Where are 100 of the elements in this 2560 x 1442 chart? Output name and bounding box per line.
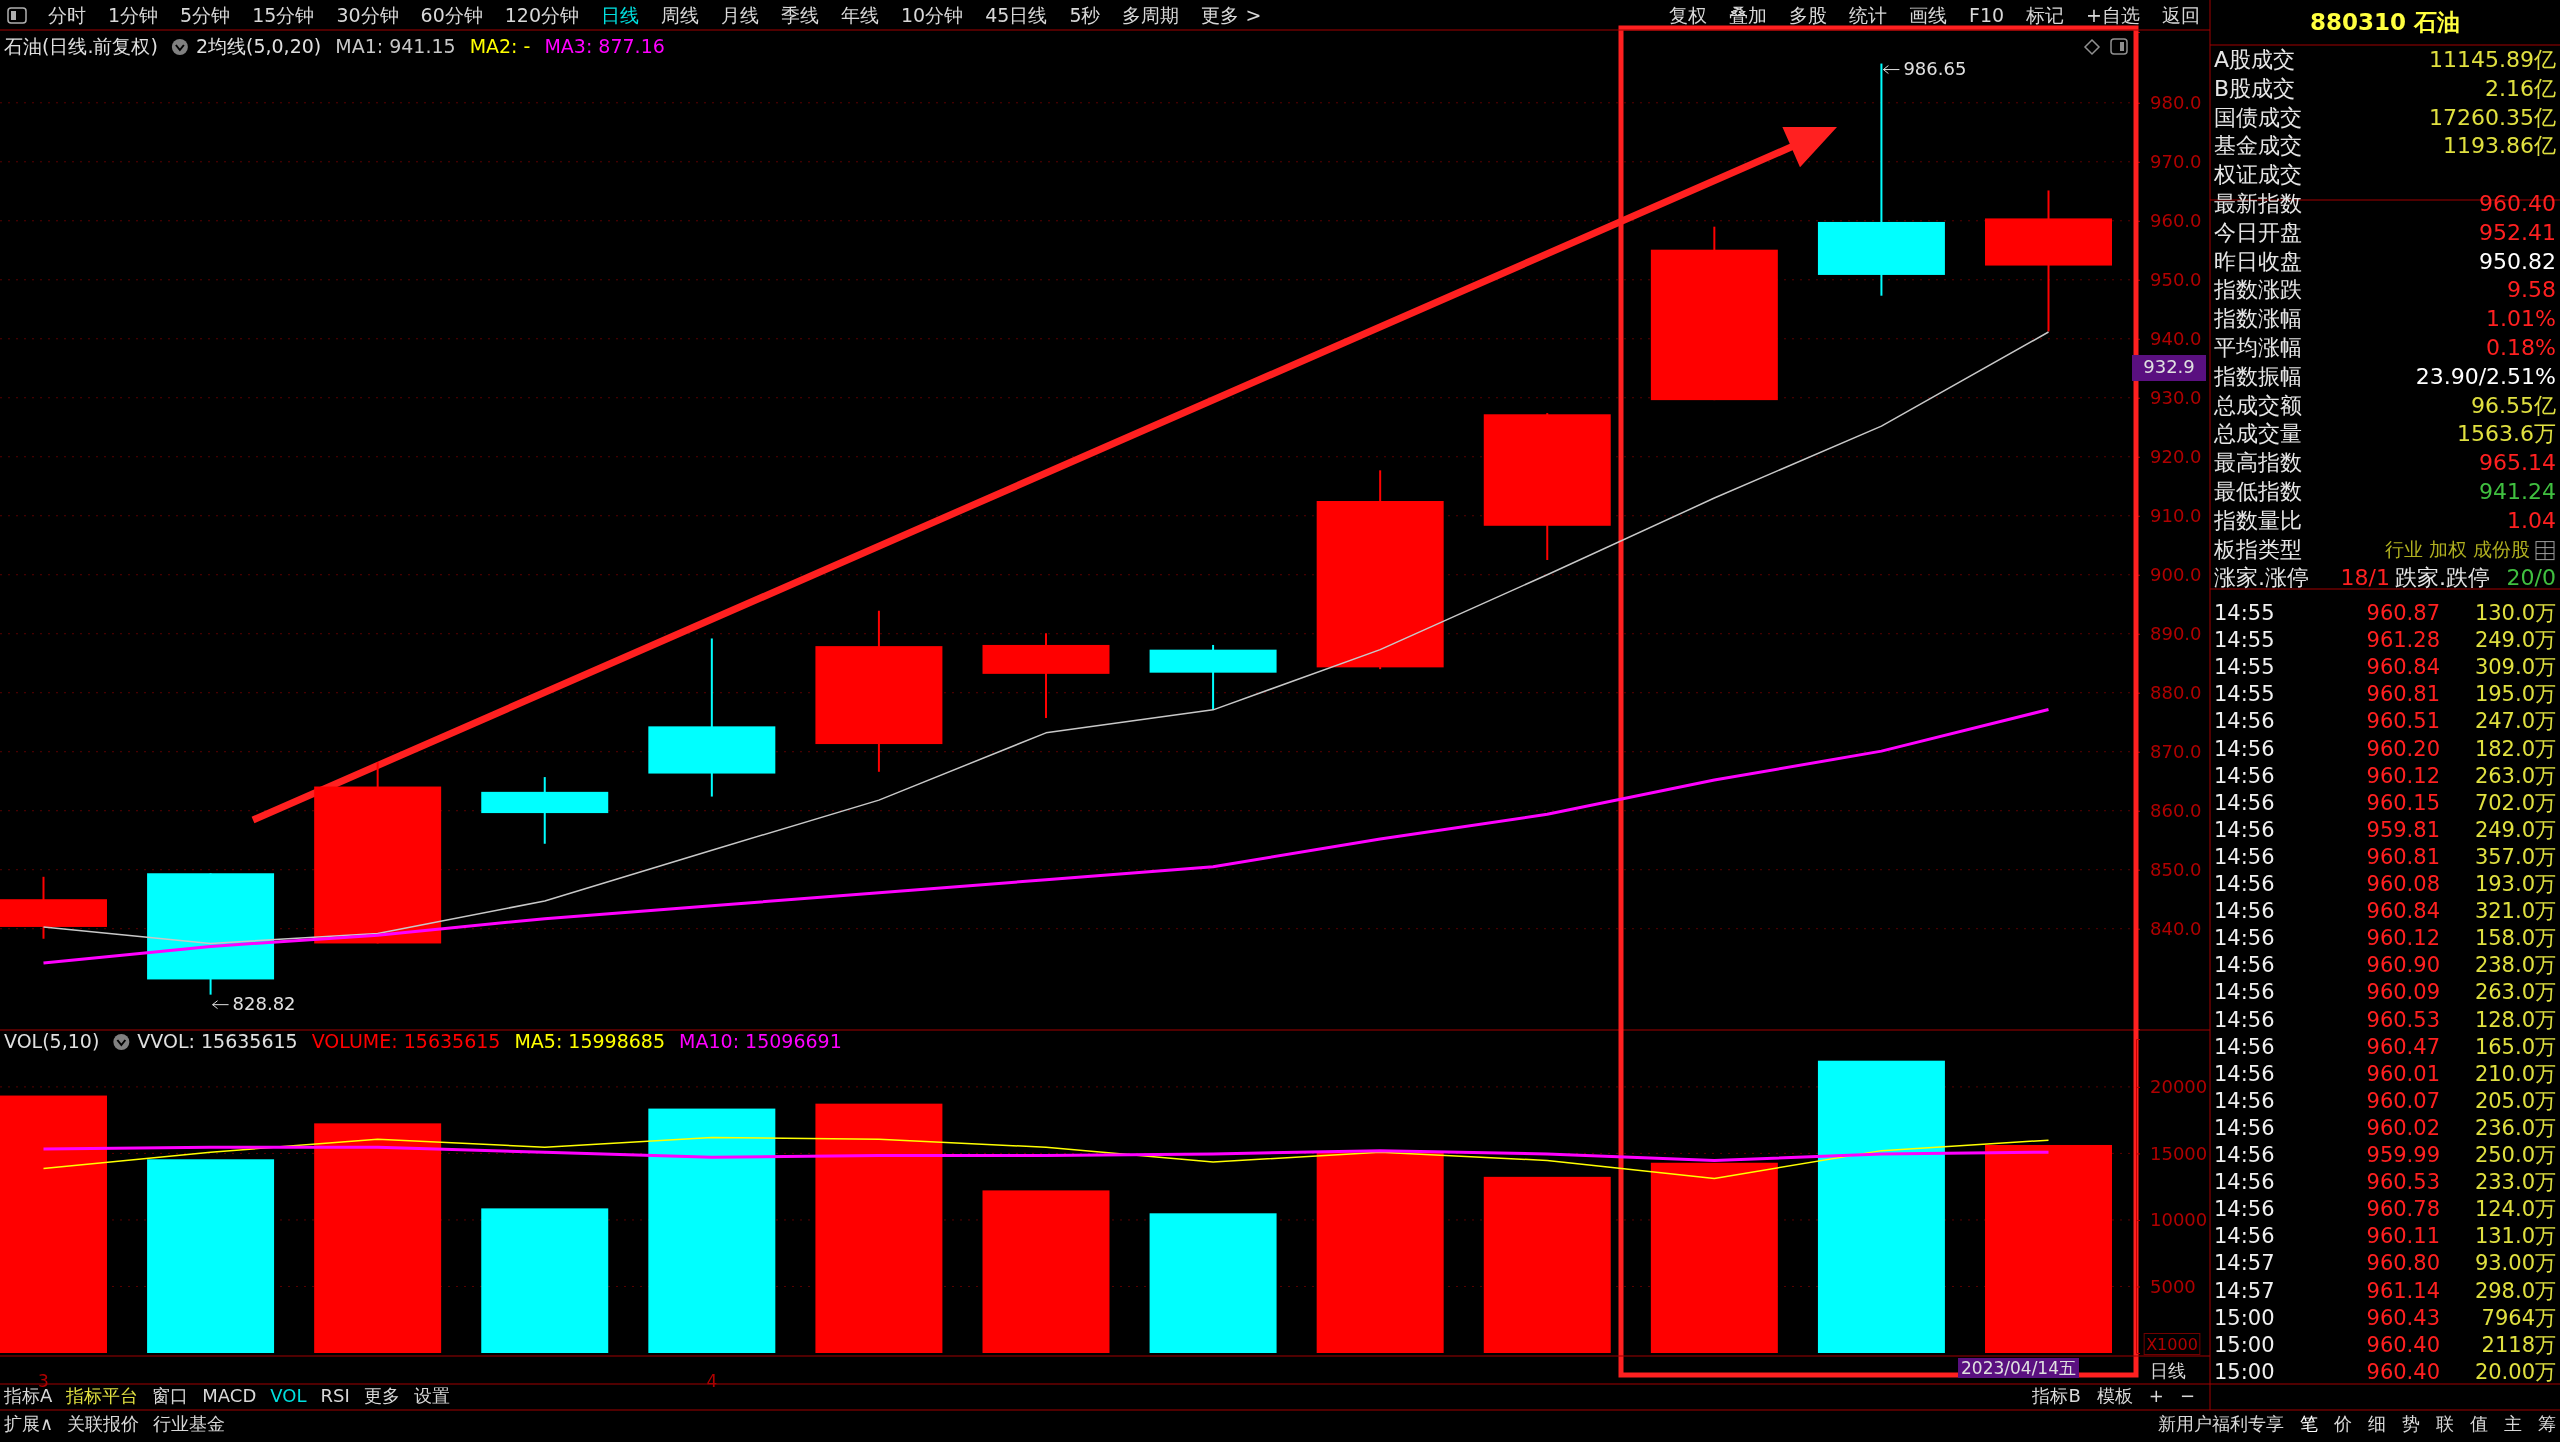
- text: 行业基金: [153, 1413, 226, 1434]
- text: 93.00万: [2474, 1251, 2556, 1276]
- text: 最新指数: [2214, 191, 2302, 216]
- text: 14:56: [2214, 709, 2275, 734]
- text: 新用户福利专享: [2158, 1413, 2284, 1434]
- text: 15分钟: [252, 3, 315, 26]
- text: 14:55: [2214, 628, 2275, 653]
- text: 14:57: [2214, 1251, 2275, 1276]
- y-tick-label: 970.0: [2150, 151, 2202, 173]
- y-axis-title: X1000: [2146, 1334, 2198, 1354]
- text: 263.0万: [2474, 763, 2556, 788]
- text: A股成交: [2214, 47, 2296, 72]
- text: 960.20: [2366, 736, 2440, 761]
- text: 1分钟: [108, 3, 159, 26]
- y-tick-label: 15000: [2150, 1142, 2208, 1164]
- text: MACD: [202, 1385, 257, 1406]
- text: 960.78: [2366, 1197, 2440, 1222]
- text: 960.84: [2366, 899, 2440, 924]
- chart-subtitle: VVOL: 15635615: [137, 1029, 298, 1052]
- text: 季线: [781, 3, 820, 26]
- text: 14:56: [2214, 872, 2275, 896]
- text: 1.04: [2507, 507, 2556, 533]
- y-tick-label: 910.0: [2150, 505, 2202, 527]
- text: 14:56: [2214, 736, 2275, 761]
- text: 205.0万: [2474, 1088, 2556, 1113]
- text: 309.0万: [2474, 655, 2556, 680]
- chart-title: VOL(5,10): [4, 1029, 100, 1052]
- text: 14:56: [2214, 1115, 2275, 1140]
- text: 960.90: [2366, 953, 2440, 978]
- text: 195.0万: [2474, 682, 2556, 707]
- text: 960.09: [2366, 980, 2440, 1005]
- bar: [648, 1108, 776, 1353]
- text: 247.0万: [2474, 709, 2556, 734]
- bar: [1316, 1152, 1444, 1353]
- text: 统计: [1848, 3, 1887, 26]
- x-tick-label: 4: [706, 1371, 718, 1392]
- text: 联: [2436, 1413, 2454, 1434]
- text: 指数涨幅: [2213, 306, 2302, 332]
- text: 昨日收盘: [2214, 248, 2302, 274]
- text: 17260.35亿: [2429, 104, 2556, 130]
- text: 130.0万: [2474, 601, 2556, 625]
- text: 960.08: [2366, 872, 2440, 896]
- text: 跌家.跌停: [2395, 565, 2490, 591]
- text: 952.41: [2479, 219, 2556, 245]
- text: 961.28: [2366, 628, 2440, 653]
- text: 14:55: [2214, 601, 2275, 625]
- text: 14:56: [2214, 817, 2275, 842]
- text: 9.58: [2507, 277, 2556, 303]
- text: 960.12: [2366, 926, 2440, 951]
- text: 关联报价: [67, 1413, 140, 1434]
- text: 叠加: [1728, 3, 1767, 26]
- legend-label: MA2: -: [469, 34, 531, 57]
- text: 14:56: [2214, 1061, 2275, 1086]
- y-tick-label: 960.0: [2150, 210, 2202, 232]
- text: 多周期: [1122, 3, 1180, 26]
- y-tick-label: 950.0: [2150, 269, 2202, 291]
- text: 14:56: [2214, 790, 2275, 815]
- text: 960.01: [2366, 1061, 2440, 1086]
- text: +自选: [2086, 3, 2140, 26]
- text: 960.81: [2366, 682, 2440, 707]
- text: 321.0万: [2474, 899, 2556, 924]
- text: 5秒: [1069, 3, 1101, 26]
- text: 961.14: [2366, 1278, 2440, 1303]
- bar: [1483, 1176, 1611, 1353]
- text: 日线: [2150, 1360, 2186, 1381]
- text: F10: [1968, 3, 2005, 26]
- text: 14:57: [2214, 1278, 2275, 1303]
- text: 880310 石油: [2309, 8, 2461, 35]
- y-tick-label: 900.0: [2150, 564, 2202, 586]
- text: 23.90/2.51%: [2415, 363, 2556, 389]
- text: 筹: [2538, 1413, 2556, 1434]
- text: 960.80: [2366, 1251, 2440, 1276]
- text: VOLUME: 15635615: [311, 1029, 501, 1052]
- text: 960.40: [2366, 1332, 2440, 1357]
- text: 14:56: [2214, 899, 2275, 924]
- text: 权证成交: [2213, 162, 2302, 188]
- text: 960.11: [2366, 1224, 2440, 1249]
- y-tick-label: 860.0: [2150, 799, 2202, 821]
- text: 14:56: [2214, 953, 2275, 978]
- text: 日线: [601, 3, 640, 26]
- text: 124.0万: [2474, 1197, 2556, 1222]
- text: 14:56: [2214, 1007, 2275, 1032]
- text: 960.43: [2366, 1305, 2440, 1330]
- line-series: [41, 1145, 2051, 1162]
- text: 年线: [841, 3, 880, 26]
- text: 总成交量: [2213, 421, 2302, 447]
- bar: [314, 1123, 442, 1353]
- bar: [1650, 1162, 1778, 1353]
- y-tick-label: 850.0: [2150, 858, 2202, 880]
- text: 158.0万: [2474, 926, 2556, 951]
- text: 14:55: [2214, 682, 2275, 707]
- text: 249.0万: [2474, 628, 2556, 653]
- text: 15:00: [2214, 1359, 2275, 1384]
- y-tick-label: 840.0: [2150, 917, 2202, 939]
- text: 941.24: [2479, 479, 2556, 504]
- bar: [1817, 1060, 1945, 1353]
- y-tick-label: 920.0: [2150, 446, 2202, 468]
- text: 20.00万: [2474, 1359, 2556, 1384]
- line-series: [42, 331, 2050, 945]
- chart-title: 石油(日线.前复权): [4, 34, 158, 57]
